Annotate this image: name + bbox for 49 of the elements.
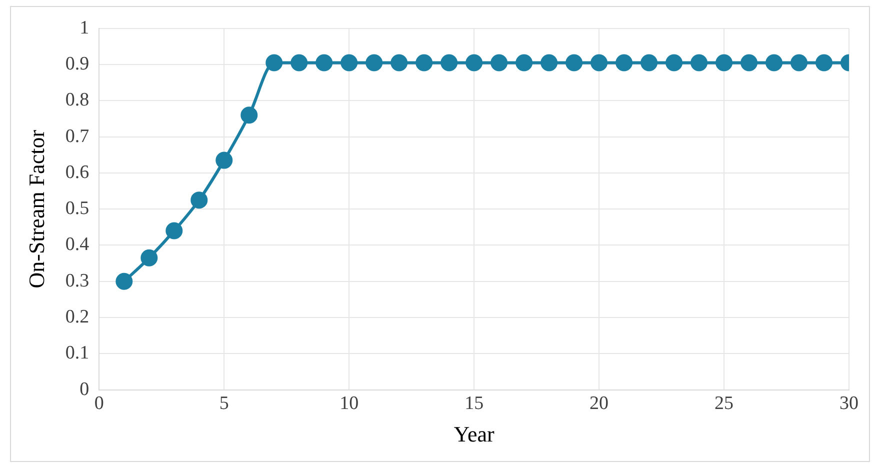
point: [640, 54, 658, 72]
y-tick-label: 0.9: [65, 54, 90, 75]
point: [616, 54, 633, 72]
point: [166, 222, 183, 240]
point: [390, 54, 408, 72]
x-tick-label: 15: [464, 393, 484, 414]
point: [690, 54, 708, 72]
point: [740, 54, 758, 72]
point: [140, 249, 158, 266]
point: [790, 54, 808, 72]
x-tick-label: 5: [219, 393, 229, 414]
x-tick-label: 10: [340, 393, 359, 414]
point: [266, 54, 283, 72]
point: [440, 54, 458, 72]
point: [766, 54, 783, 72]
point: [116, 272, 133, 290]
point: [190, 192, 208, 209]
point: [590, 54, 608, 72]
x-tick-label: 0: [94, 393, 104, 414]
y-tick-label: 1: [80, 17, 90, 38]
x-tick-label: 30: [840, 393, 858, 414]
y-tick-label: 0.1: [65, 342, 90, 364]
y-tick-label: 0.5: [65, 198, 90, 220]
point: [566, 54, 583, 72]
y-tick-label: 0: [80, 378, 90, 400]
point: [290, 54, 308, 72]
point: [540, 54, 558, 72]
x-axis-title: Year: [454, 422, 496, 447]
point: [516, 54, 533, 72]
point: [816, 54, 833, 72]
point: [240, 106, 258, 124]
point: [716, 54, 733, 72]
y-tick-label: 0.6: [65, 162, 90, 183]
y-tick-label: 0.2: [65, 306, 90, 328]
point: [366, 54, 383, 72]
y-tick-label: 0.7: [65, 126, 90, 147]
point: [490, 54, 508, 72]
y-tick-label: 0.8: [65, 90, 90, 111]
point: [666, 54, 683, 72]
point: [466, 54, 483, 72]
point: [216, 152, 233, 169]
x-tick-label: 20: [590, 393, 609, 414]
y-axis-title: On-Stream Factor: [24, 129, 49, 288]
point: [416, 54, 433, 72]
point: [340, 54, 358, 72]
y-tick-label: 0.4: [65, 234, 90, 256]
x-tick-label: 25: [714, 393, 734, 414]
point: [316, 54, 333, 72]
y-tick-label: 0.3: [65, 270, 90, 292]
